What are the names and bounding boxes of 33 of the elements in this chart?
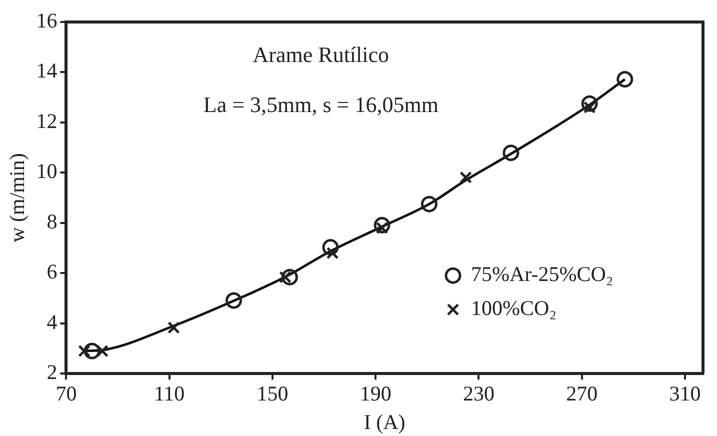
point bbox=[78, 344, 90, 358]
x-axis-title: I (A) bbox=[364, 410, 406, 434]
y-tick-label: 6 bbox=[46, 260, 58, 284]
annotation: Arame Rutílico bbox=[252, 42, 390, 67]
y-tick-label: 12 bbox=[36, 108, 58, 133]
legend-label: 75%Ar-25%CO₂ bbox=[471, 262, 614, 286]
point bbox=[502, 144, 520, 162]
y-tick-label: 4 bbox=[46, 310, 58, 334]
y-tick-label: 2 bbox=[46, 360, 58, 384]
point bbox=[616, 71, 634, 88]
y-tick-label: 10 bbox=[36, 159, 58, 184]
legend-label: 100%CO₂ bbox=[471, 296, 556, 320]
x-tick-label: 150 bbox=[256, 382, 288, 406]
point bbox=[374, 216, 390, 234]
x-tick-label: 230 bbox=[462, 382, 494, 406]
point bbox=[460, 171, 472, 184]
annotation: La = 3,5mm, s = 16,05mm bbox=[203, 92, 438, 117]
x-tick-label: 310 bbox=[669, 382, 701, 406]
point bbox=[281, 268, 298, 286]
point bbox=[226, 292, 242, 309]
point bbox=[84, 342, 100, 360]
y-tick-label: 16 bbox=[36, 8, 58, 33]
point bbox=[168, 321, 180, 334]
point bbox=[581, 95, 598, 112]
y-axis-title: w (m/min) bbox=[5, 153, 30, 242]
point bbox=[322, 239, 339, 256]
x-tick-label: 190 bbox=[360, 382, 392, 406]
y-tick-label: 8 bbox=[46, 209, 58, 234]
x-tick-label: 70 bbox=[56, 382, 77, 406]
point bbox=[420, 196, 438, 212]
x-tick-label: 110 bbox=[154, 382, 185, 406]
x-tick-label: 270 bbox=[566, 382, 598, 406]
y-tick-label: 14 bbox=[36, 58, 58, 83]
